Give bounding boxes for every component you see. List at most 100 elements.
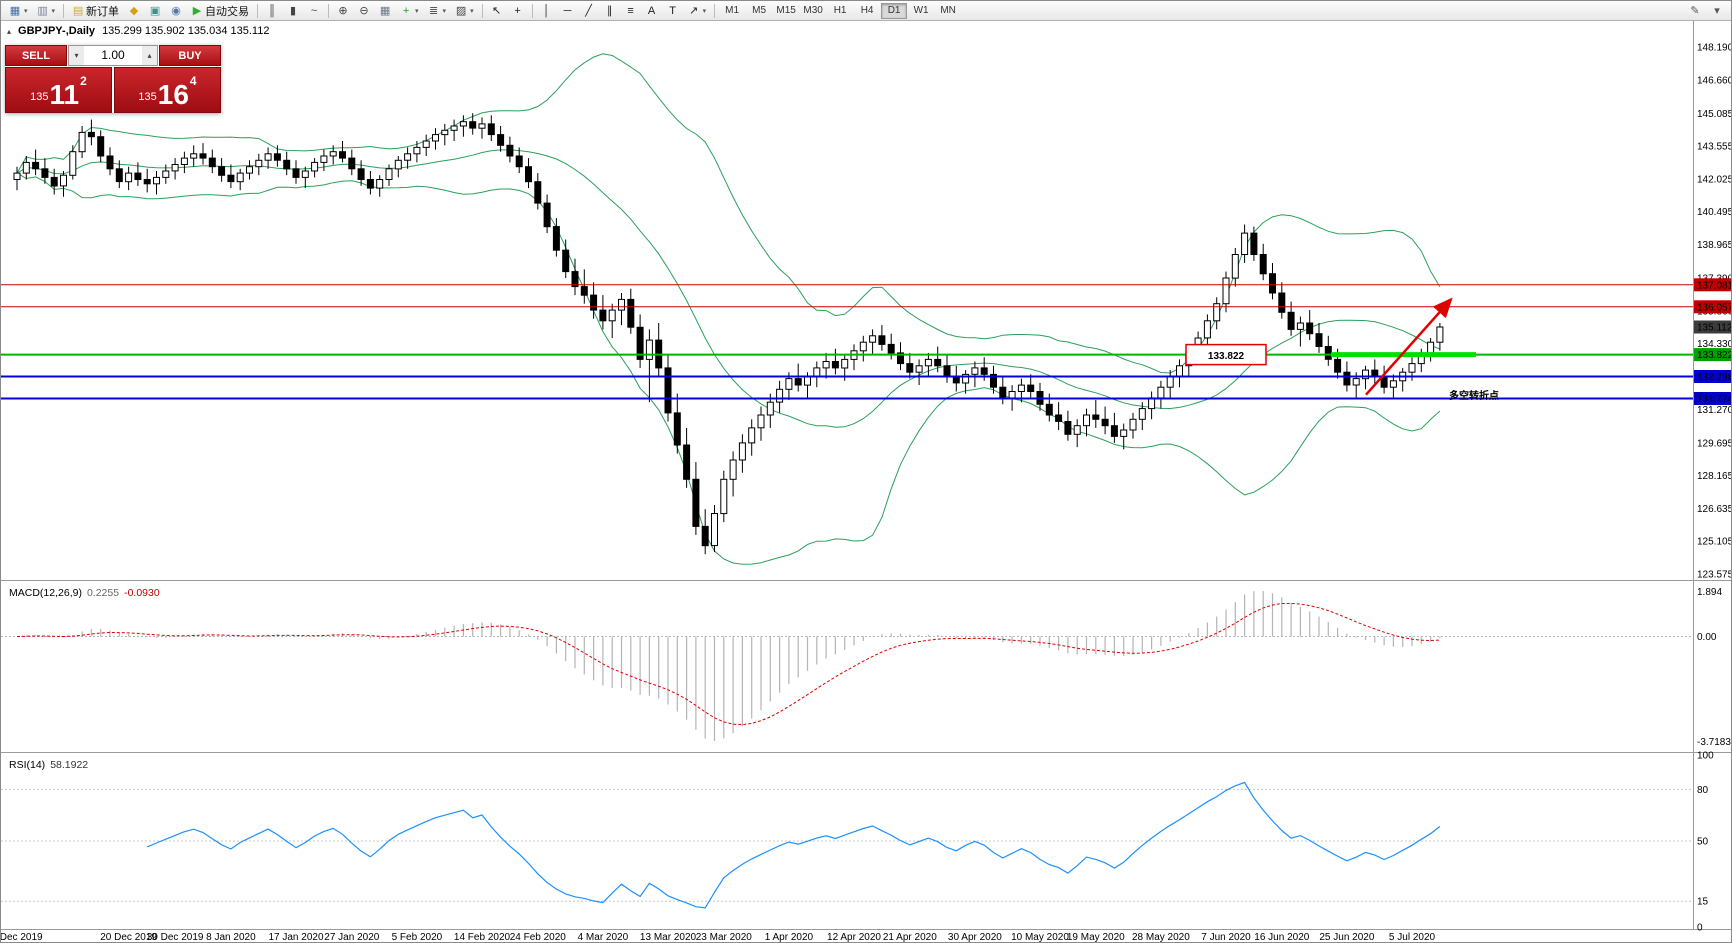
bull-candle [813,367,821,377]
templates-button[interactable]: ▨ ▾ [451,2,478,20]
bull-candle [1436,326,1444,343]
bear-candle [469,121,477,129]
timeframe-m1-button[interactable]: M1 [719,3,745,19]
timeframe-d1-button[interactable]: D1 [881,2,908,19]
price-axis-label: 128.165 [1697,471,1732,482]
bull-candle [1166,376,1174,388]
date-axis-label: 20 Dec 2019 [100,932,157,943]
bull-candle [162,170,170,178]
volume-increase-button[interactable]: ▴ [142,46,157,65]
timeframe-mn-button[interactable]: MN [935,3,961,19]
date-axis-label: 5 Jul 2020 [1389,932,1436,943]
bull-candle [1352,378,1360,386]
autotrading-button[interactable]: ▶ 自动交易 [187,2,253,20]
arrows-button[interactable]: ↗ ▾ [684,2,711,20]
zoom-out-icon: ⊖ [359,4,369,17]
macd-axis-min: -3.7183 [1697,737,1731,748]
volume-input[interactable]: 1.00 [101,48,125,62]
navigator-button[interactable]: ▣ [145,2,165,20]
price-callout-box[interactable] [1185,343,1267,366]
menu-caret-icon: ▾ [1714,4,1720,17]
toolbar-menu-button[interactable]: ▾ [1707,2,1727,20]
macd-axis-zero: 0.00 [1697,632,1717,643]
fibonacci-button[interactable]: ≡ [621,2,641,20]
bear-candle [1269,273,1276,294]
horizontal-line-button[interactable]: ─ [558,2,578,20]
date-axis-label: 28 May 2020 [1132,932,1190,943]
macd-axis-max: 1.894 [1697,587,1722,598]
crosshair-button[interactable]: + [508,2,528,20]
price-axis-label: 148.190 [1697,43,1732,54]
tile-windows-button[interactable]: ▦ [375,2,395,20]
zoom-in-button[interactable]: ⊕ [333,2,353,20]
date-axis-label: 8 Jan 2020 [206,932,256,943]
timeframe-w1-button[interactable]: W1 [908,3,934,19]
vertical-line-button[interactable]: │ [537,2,557,20]
timeframe-m15-button[interactable]: M15 [773,3,799,19]
sell-price-button[interactable]: 135 11 2 [5,67,112,113]
chart-canvas[interactable]: 133.822 多空转折点 148.190 146.660 145.085 143.555… [1,21,1732,943]
bull-candle [804,376,811,386]
text-icon: A [647,4,656,17]
profiles-button[interactable]: ▥ ▾ [33,2,60,20]
zoom-out-button[interactable]: ⊖ [354,2,374,20]
bear-candle [1287,311,1295,330]
bull-candle [60,174,67,187]
bear-candle [525,166,532,183]
bear-candle [562,249,570,273]
bear-candle [934,358,942,367]
bear-candle [32,161,40,170]
rsi-axis-label: 100 [1697,751,1714,762]
cursor-button[interactable]: ↖ [487,2,507,20]
bull-candle [478,123,486,129]
text-label-button[interactable]: T [663,2,683,20]
bull-candle [385,168,393,181]
date-axis-label: 21 Apr 2020 [883,932,937,943]
bar-chart-button[interactable]: ║ [262,2,282,20]
main-chart-panel[interactable] [1,53,1693,565]
periods-button[interactable]: ≣ ▾ [424,2,451,20]
bear-candle [990,373,997,388]
ohlc-bars-icon: ║ [268,4,276,17]
new-chart-button[interactable]: ▦ ▾ [5,2,32,20]
sell-button[interactable]: SELL [5,45,67,66]
timeframe-m30-button[interactable]: M30 [800,3,826,19]
candlestick-button[interactable]: ▮ [283,2,303,20]
new-order-button[interactable]: ▤ 新订单 [68,2,123,20]
turning-point-label[interactable]: 多空转折点 [1449,389,1499,402]
bear-candle [599,309,607,322]
volume-decrease-button[interactable]: ▾ [69,46,84,65]
bull-candle [1389,380,1397,388]
market-watch-button[interactable]: ◆ [124,2,144,20]
timeframe-h4-button[interactable]: H4 [854,3,880,19]
bull-candle [69,151,77,176]
indicators-button[interactable]: + ▾ [396,2,423,20]
date-axis-label: 14 Feb 2020 [454,932,511,943]
bear-candle [506,144,514,157]
channel-button[interactable]: ∥ [600,2,620,20]
date-axis-label: 19 May 2020 [1067,932,1125,943]
toolbar-separator [257,3,259,18]
price-tag-text: 131.774 [1697,394,1732,405]
macd-panel[interactable] [1,591,1693,741]
bear-candle [357,168,365,181]
toolbar-separator [531,3,533,18]
timeframe-h1-button[interactable]: H1 [827,3,853,19]
rsi-panel[interactable] [1,781,1693,909]
bullish-trend-arrow[interactable] [1365,297,1453,396]
bull-candle [738,442,746,461]
terminal-icon: ◉ [171,4,181,17]
bear-candle [683,444,691,480]
edit-toolbar-button[interactable]: ✎ [1685,2,1705,20]
buy-button[interactable]: BUY [159,45,221,66]
bull-candle [153,176,160,185]
trendline-button[interactable]: ╱ [579,2,599,20]
buy-price-button[interactable]: 135 16 4 [114,67,221,113]
timeframe-m5-button[interactable]: M5 [746,3,772,19]
terminal-button[interactable]: ◉ [166,2,186,20]
price-axis-label: 142.025 [1697,175,1732,186]
line-chart-button[interactable]: ~ [304,2,324,20]
text-button[interactable]: A [642,2,662,20]
chart-window[interactable]: 133.822 多空转折点 148.190 146.660 145.085 143.555… [1,21,1732,943]
bull-candle [320,155,328,163]
